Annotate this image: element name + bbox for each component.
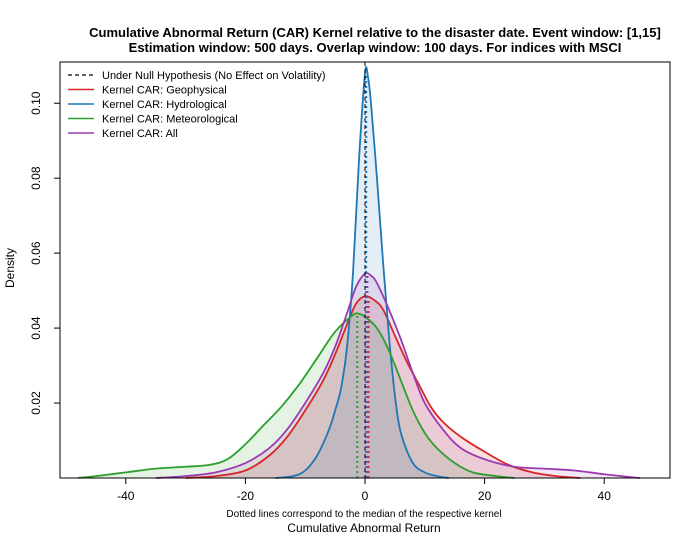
density-line-kernel-car-all [155, 272, 641, 479]
x-tick-label: 0 [362, 489, 369, 503]
x-tick-label: -20 [237, 489, 255, 503]
y-tick-label: 0.08 [29, 166, 43, 190]
legend-entry-label: Kernel CAR: Geophysical [102, 85, 227, 97]
density-fill-kernel-car-geophysical [185, 296, 581, 478]
y-axis: 0.02 0.04 0.06 0.08 0.10 [29, 91, 61, 415]
density-fill-kernel-car-meteorological [77, 313, 515, 478]
y-tick-label: 0.02 [29, 391, 43, 415]
density-line-kernel-car-geophysical [185, 295, 581, 479]
density-fills [77, 66, 641, 478]
legend-entry-label: Kernel CAR: Meteorological [102, 114, 238, 126]
legend-entry-label: Kernel CAR: All [102, 128, 178, 140]
density-fill-kernel-car-all [155, 273, 641, 478]
y-tick-label: 0.06 [29, 241, 43, 265]
chart-title: Cumulative Abnormal Return (CAR) Kernel … [89, 25, 661, 40]
x-tick-label: 20 [478, 489, 492, 503]
x-tick-label: 40 [598, 489, 612, 503]
x-axis-title: Cumulative Abnormal Return [287, 521, 440, 535]
y-tick-label: 0.10 [29, 91, 43, 115]
median-note: Dotted lines correspond to the median of… [226, 509, 501, 520]
plot-area [59, 61, 671, 479]
y-axis-title: Density [3, 248, 17, 288]
legend: Under Null Hypothesis (No Effect on Vola… [68, 70, 326, 140]
chart-subtitle: Estimation window: 500 days. Overlap win… [129, 40, 622, 55]
density-line-kernel-car-hydrological [275, 66, 449, 479]
x-axis: -40 -20 0 20 40 [117, 477, 612, 503]
density-lines [77, 66, 641, 479]
median-lines [356, 74, 370, 478]
x-tick-label: -40 [117, 489, 135, 503]
density-fill-kernel-car-hydrological [275, 66, 449, 478]
legend-entry-label: Kernel CAR: Hydrological [102, 99, 227, 111]
legend-entry-label: Under Null Hypothesis (No Effect on Vola… [102, 70, 326, 82]
y-tick-label: 0.04 [29, 316, 43, 340]
